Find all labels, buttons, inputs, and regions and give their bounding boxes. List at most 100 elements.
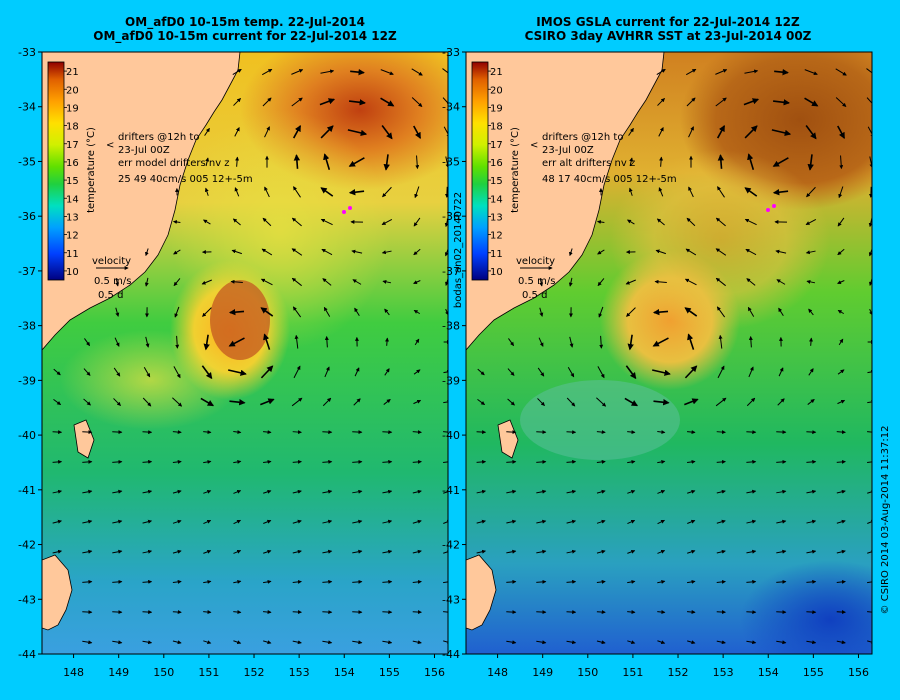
right-current-arrow (477, 398, 486, 406)
right-current-arrow (627, 519, 636, 525)
right-current-arrow (867, 579, 872, 584)
right-current-arrow (746, 579, 757, 584)
left-current-arrow (443, 399, 448, 404)
left-colorbar-tick-label: 10 (66, 267, 79, 278)
left-current-arrow (144, 277, 149, 287)
right-current-arrow (627, 489, 636, 494)
left-current-arrow (322, 430, 333, 435)
right-current-arrow (837, 369, 845, 375)
right-current-arrow (536, 549, 547, 554)
left-current-arrow (443, 579, 448, 584)
left-lat-tick-label: -43 (18, 593, 36, 606)
left-current-arrow (293, 154, 301, 169)
right-current-arrow (805, 219, 817, 225)
right-current-arrow (806, 489, 817, 494)
right-colorbar-tick-label: 21 (490, 67, 503, 78)
run-id-label: bodas_an02_20140722 (453, 192, 464, 308)
left-current-arrow (113, 398, 121, 407)
right-current-arrow (536, 579, 547, 584)
left-current-arrow (174, 306, 180, 318)
right-current-arrow (687, 640, 696, 645)
right-current-arrow (836, 610, 846, 615)
right-current-arrow (836, 459, 846, 464)
left-current-arrow (201, 279, 212, 285)
left-map-area (42, 52, 448, 654)
left-current-arrow (442, 68, 448, 76)
left-current-arrow (205, 157, 210, 167)
right-lat-tick-label: -37 (442, 265, 460, 278)
right-current-arrow (566, 489, 577, 494)
left-current-arrow (112, 579, 123, 584)
left-current-arrow (260, 365, 274, 379)
right-current-arrow (687, 430, 696, 435)
right-current-arrow (867, 126, 872, 138)
left-current-arrow (322, 278, 332, 286)
left-current-arrow (263, 459, 272, 464)
left-current-arrow (234, 127, 240, 137)
right-current-arrow (658, 187, 664, 197)
right-current-arrow (536, 430, 547, 435)
right-current-arrow (808, 308, 814, 316)
right-current-arrow (867, 399, 872, 404)
right-colorbar-tick-label: 16 (490, 158, 503, 169)
right-current-arrow (596, 579, 606, 584)
left-current-arrow (142, 519, 153, 524)
left-current-arrow (263, 549, 272, 554)
right-current-arrow (568, 277, 573, 287)
right-drifter (766, 208, 770, 212)
right-title-line1: IMOS GSLA current for 22-Jul-2014 12Z (536, 15, 800, 29)
left-current-arrow (228, 337, 245, 347)
left-current-arrow (443, 430, 448, 435)
right-current-arrow (476, 489, 487, 494)
right-current-arrow (716, 306, 726, 318)
right-current-arrow (654, 279, 667, 284)
right-current-arrow (476, 549, 487, 554)
right-current-arrow (507, 398, 515, 406)
right-current-arrow (804, 97, 819, 107)
left-lon-tick-label: 152 (244, 666, 265, 679)
left-current-arrow (413, 248, 421, 256)
left-drifter (348, 206, 352, 210)
right-lat-tick-label: -40 (442, 429, 460, 442)
right-current-arrow (867, 459, 872, 464)
left-current-arrow (234, 187, 240, 197)
right-current-arrow (716, 579, 726, 584)
left-current-arrow (382, 186, 392, 198)
right-colorbar-tick-label: 19 (490, 103, 503, 114)
right-current-arrow (839, 155, 844, 170)
right-map-area (466, 52, 872, 654)
right-current-arrow (506, 489, 517, 494)
left-current-arrow (383, 154, 390, 171)
left-current-arrow (322, 397, 332, 407)
right-velocity-time: 0.5 d (522, 290, 547, 301)
left-lat-axis: -33 -34 -35 -36 -37 -38 -39 -40 -41 -42 -43 -44 (18, 46, 42, 661)
left-current-arrow (383, 399, 391, 405)
right-current-arrow (776, 489, 787, 494)
right-current-arrow (807, 154, 814, 171)
left-lon-tick-label: 154 (334, 666, 355, 679)
left-current-arrow (52, 519, 62, 524)
right-current-arrow (776, 549, 787, 554)
left-current-arrow (172, 220, 181, 224)
right-current-arrow (506, 459, 517, 464)
left-current-arrow (83, 398, 91, 406)
right-current-arrow (806, 579, 817, 584)
right-current-arrow (776, 519, 787, 524)
right-current-arrow (597, 278, 605, 287)
left-current-arrow (112, 549, 123, 554)
left-current-arrow (322, 579, 333, 584)
right-current-arrow (836, 430, 846, 435)
left-current-arrow (292, 610, 302, 615)
right-lat-axis: -33 -34 -35 -36 -37 -38 -39 -40 -41 -42 -43 -44 (442, 46, 466, 661)
right-current-arrow (652, 308, 669, 316)
right-lon-tick-label: 152 (668, 666, 689, 679)
left-current-arrow (291, 97, 303, 107)
left-current-arrow (142, 640, 153, 645)
left-velocity-time: 0.5 d (98, 290, 123, 301)
right-current-arrow (776, 579, 787, 584)
left-current-arrow (202, 307, 212, 317)
left-lat-tick-label: -34 (18, 101, 36, 114)
left-current-arrow (412, 459, 422, 464)
right-current-arrow (659, 156, 664, 167)
right-current-arrow (806, 430, 817, 435)
